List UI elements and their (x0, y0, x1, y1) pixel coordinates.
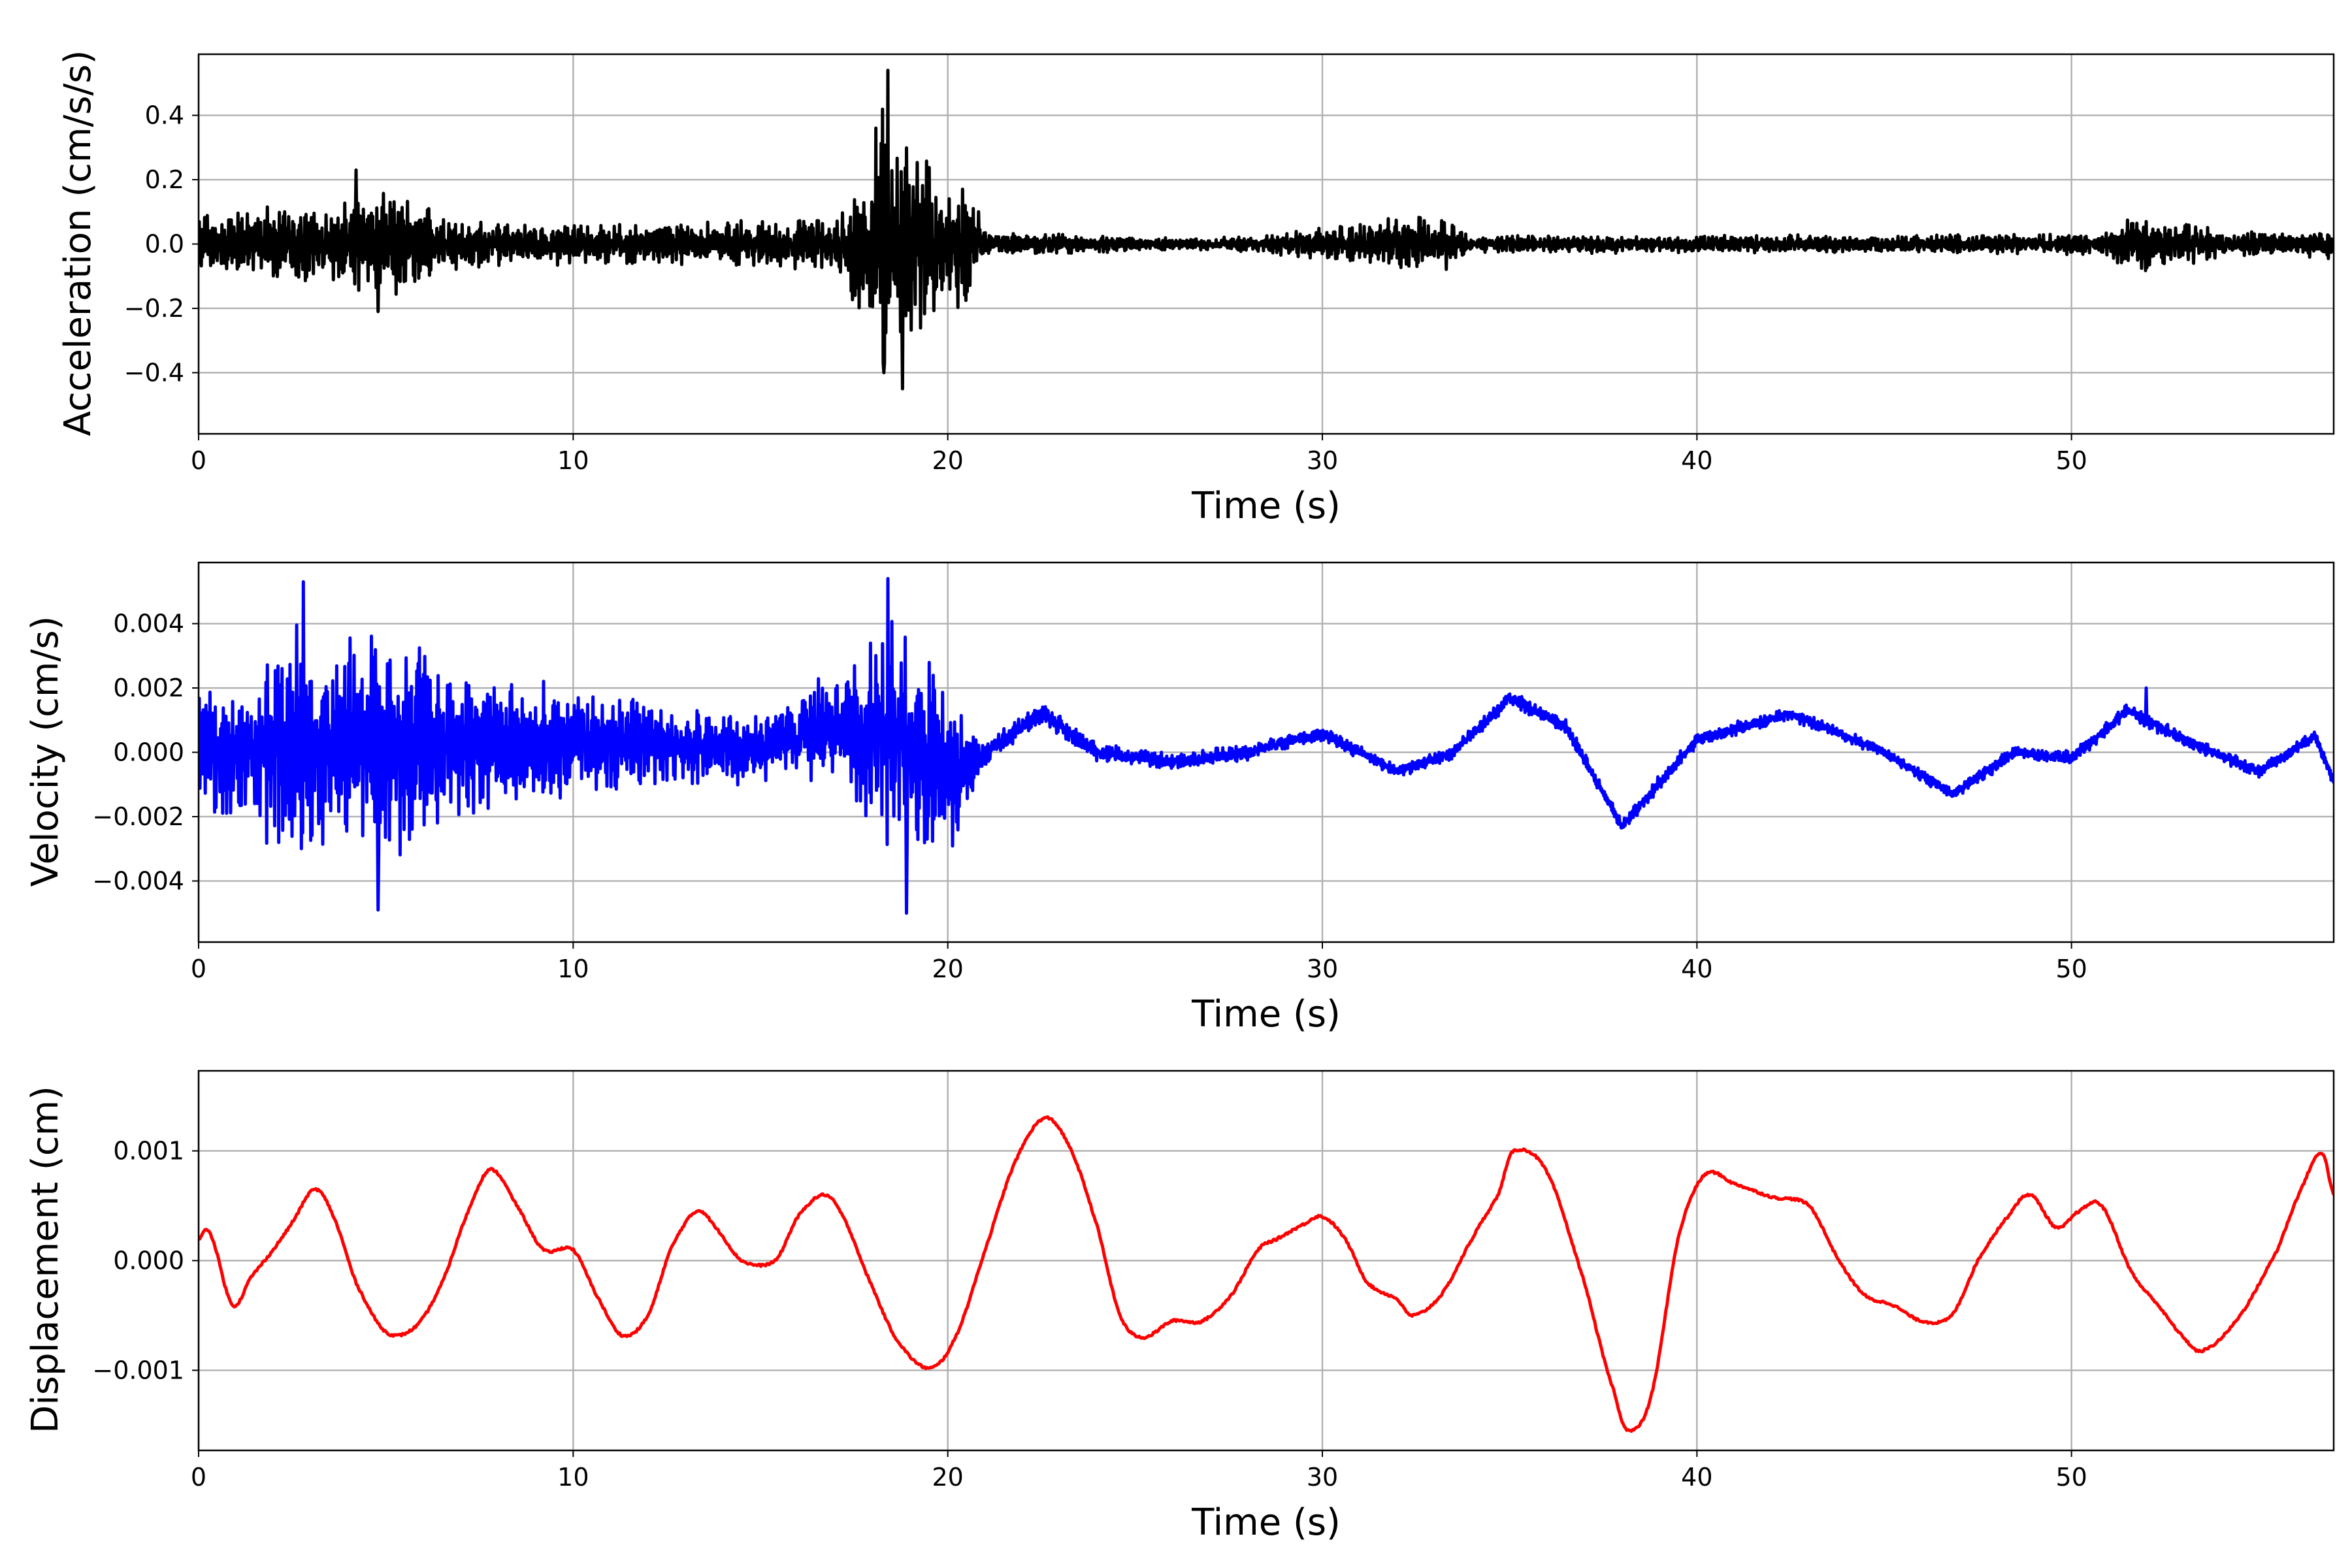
displacement-y-axis-title: Displacement (cm) (24, 1086, 67, 1433)
acceleration-x-tick-label: 50 (2055, 446, 2087, 475)
velocity-x-axis-title: Time (s) (1191, 993, 1341, 1036)
acceleration-plot-frame (197, 53, 2335, 435)
acceleration-y-tick-label: −0.4 (124, 358, 184, 387)
acceleration-x-axis-title: Time (s) (1191, 485, 1341, 527)
displacement-x-tick-label: 20 (932, 1463, 963, 1492)
velocity-x-tick-label: 30 (1307, 955, 1338, 983)
acceleration-panel: Acceleration (cm/s/s) Time (s) 0 10 20 30 40… (57, 50, 2335, 527)
displacement-x-tick-label: 30 (1307, 1463, 1338, 1492)
velocity-y-tick-label: −0.004 (92, 866, 184, 895)
displacement-plot-frame (197, 1070, 2335, 1452)
velocity-y-tick-label: 0.004 (113, 610, 184, 638)
acceleration-x-tick-label: 0 (191, 446, 206, 475)
acceleration-x-tick-label: 30 (1307, 446, 1338, 475)
displacement-x-tick-label: 50 (2055, 1463, 2087, 1492)
velocity-y-axis-title: Velocity (cm/s) (24, 616, 67, 887)
displacement-y-tick-label: 0.000 (113, 1247, 184, 1275)
acceleration-x-tick-label: 40 (1681, 446, 1712, 475)
velocity-panel: Velocity (cm/s) Time (s) 0 10 20 30 40 50 −0.0… (24, 561, 2335, 1036)
acceleration-y-tick-label: 0.2 (145, 165, 184, 194)
acceleration-y-tick-label: 0.4 (145, 101, 184, 130)
displacement-x-tick-label: 10 (557, 1463, 589, 1492)
velocity-x-tick-label: 10 (557, 955, 589, 983)
displacement-y-tick-label: −0.001 (92, 1356, 184, 1384)
velocity-y-tick-label: 0.000 (113, 738, 184, 767)
acceleration-series-line (199, 69, 2334, 391)
displacement-series-line (199, 1115, 2334, 1433)
acceleration-y-tick-label: 0.0 (145, 230, 184, 259)
displacement-y-tick-label: 0.001 (113, 1137, 184, 1166)
velocity-x-tick-label: 50 (2055, 955, 2087, 983)
acceleration-y-axis-title: Acceleration (cm/s/s) (57, 50, 99, 436)
velocity-x-tick-label: 20 (932, 955, 963, 983)
velocity-plot-frame (197, 561, 2335, 943)
acceleration-y-tick-label: −0.2 (124, 294, 184, 323)
velocity-y-tick-label: −0.002 (92, 802, 184, 831)
displacement-x-tick-label: 40 (1681, 1463, 1712, 1492)
acceleration-x-tick-label: 20 (932, 446, 963, 475)
velocity-series-line (199, 577, 2334, 915)
displacement-x-axis-title: Time (s) (1191, 1501, 1341, 1544)
velocity-y-tick-label: 0.002 (113, 674, 184, 702)
acceleration-x-tick-label: 10 (557, 446, 589, 475)
velocity-x-tick-label: 40 (1681, 955, 1712, 983)
displacement-panel: Displacement (cm) Time (s) 0 10 20 30 40 50 −0… (24, 1070, 2335, 1544)
velocity-x-tick-label: 0 (191, 955, 206, 983)
displacement-x-tick-label: 0 (191, 1463, 206, 1492)
